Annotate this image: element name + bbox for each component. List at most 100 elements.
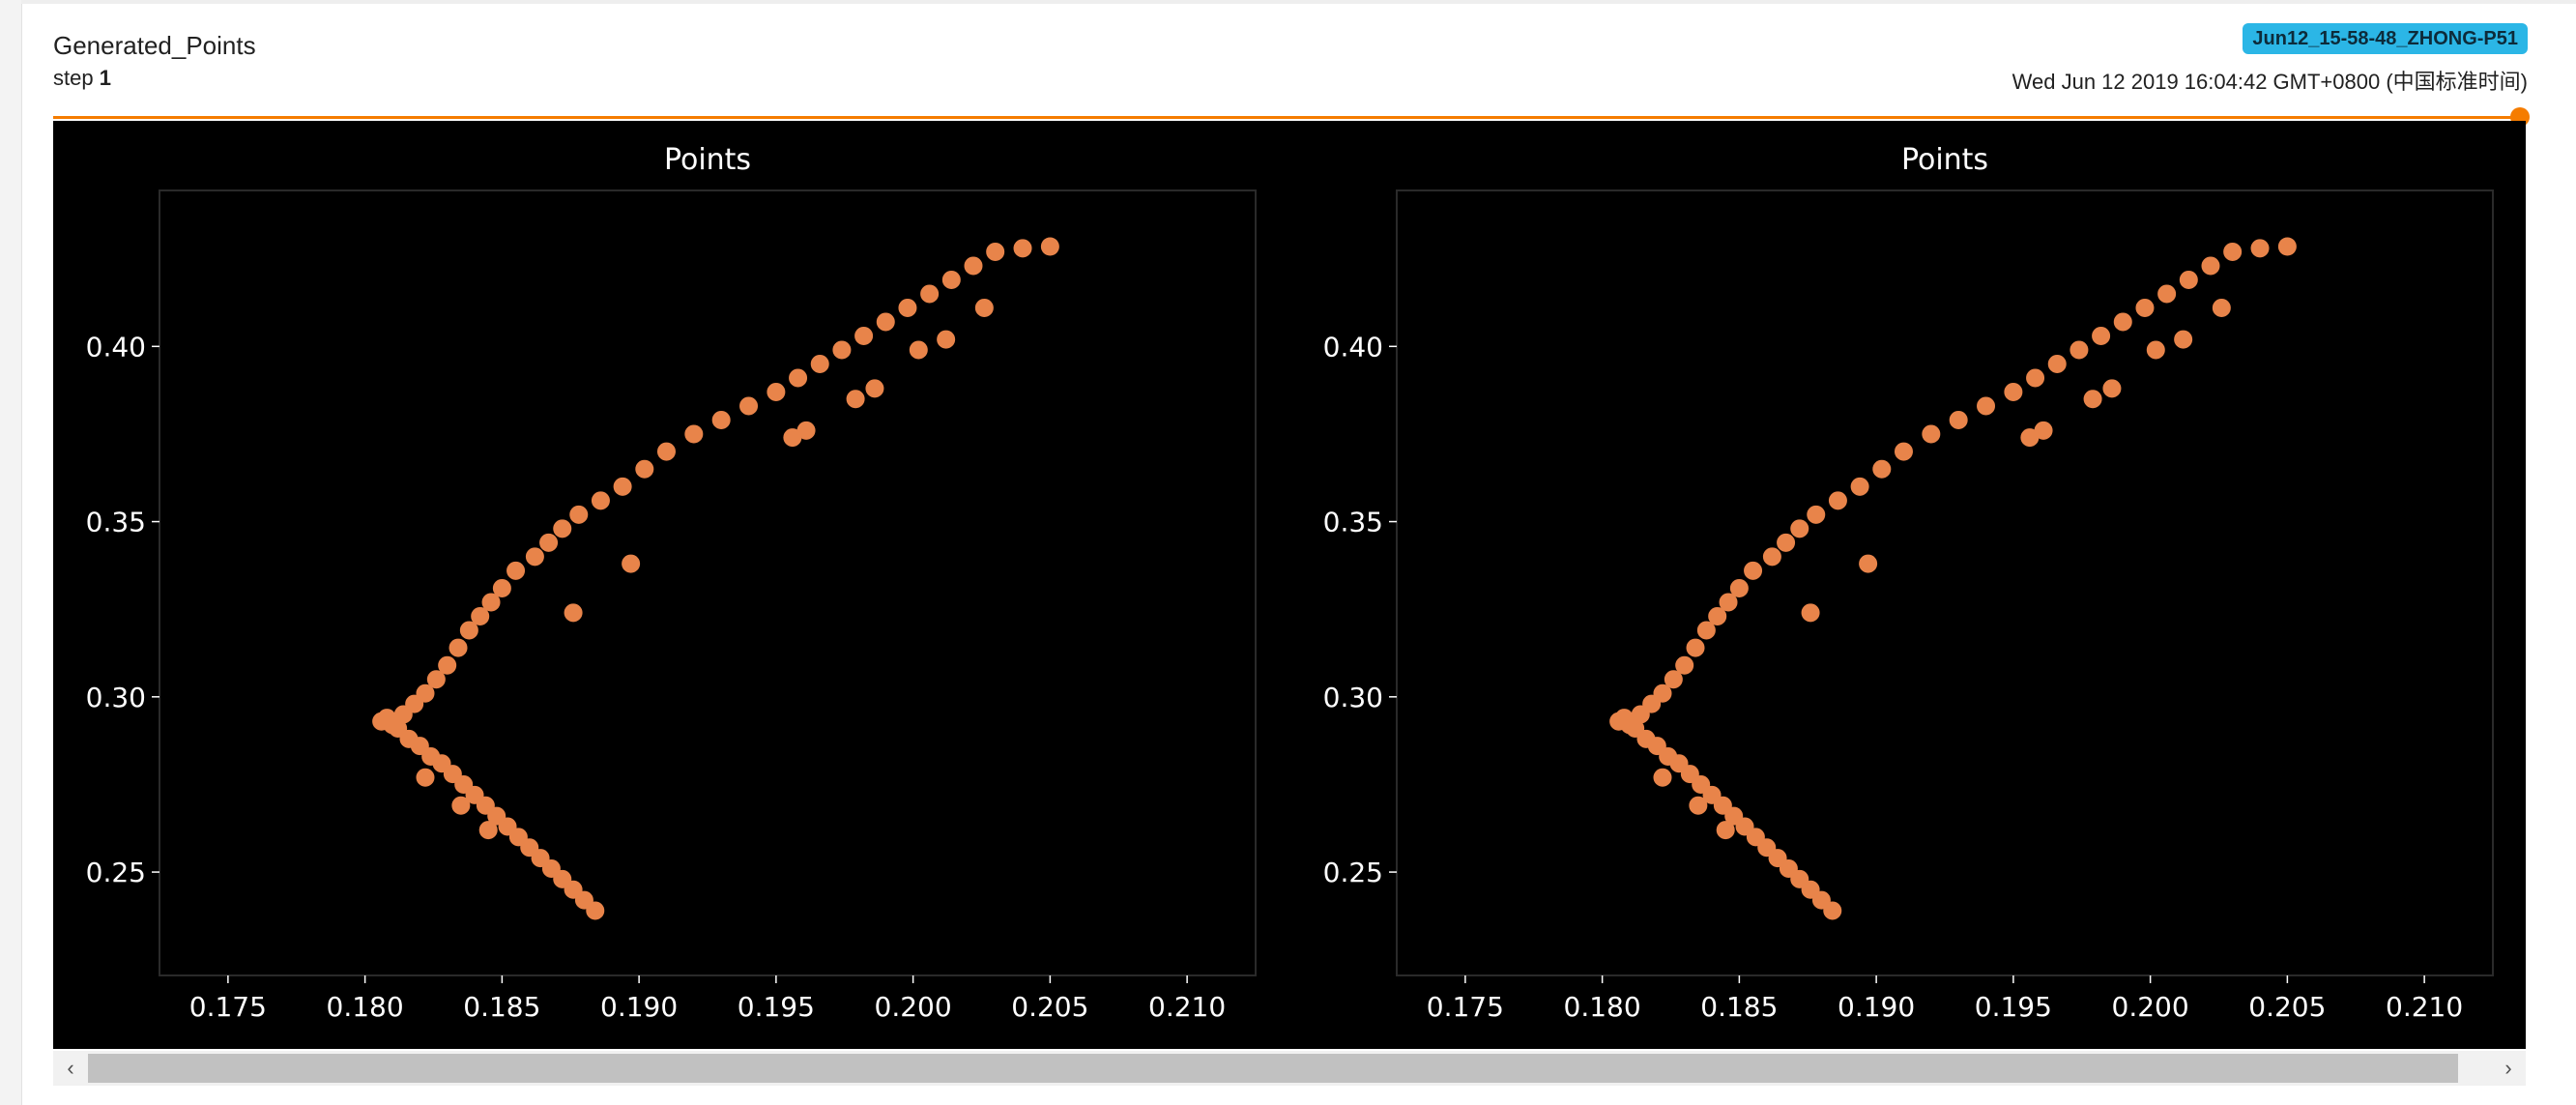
data-point [622,554,641,573]
data-point [832,340,852,360]
data-point [1872,459,1892,479]
chart-title: Points [664,143,751,177]
x-tick-label: 0.195 [738,991,815,1023]
x-tick-label: 0.175 [1427,991,1504,1023]
data-point [2102,379,2122,398]
x-tick-label: 0.205 [1011,991,1088,1023]
data-point [2069,340,2089,360]
chevron-right-icon[interactable]: › [2504,1056,2512,1080]
data-point [2223,242,2243,261]
timestamp: Wed Jun 12 2019 16:04:42 GMT+0800 (中国标准时… [2012,70,2528,94]
data-point [1696,621,1716,640]
chevron-left-icon[interactable]: ‹ [67,1056,74,1080]
y-tick-label: 0.35 [1323,507,1383,538]
data-point [1807,505,1826,524]
data-point [898,298,917,317]
data-point [2047,354,2067,373]
data-point [569,505,589,524]
x-tick-label: 0.190 [1838,991,1915,1023]
data-point [564,603,583,623]
image-frame: Points 0.175 0.180 0.185 0.190 0.195 0.200 0.20… [53,121,2526,1049]
data-point [810,354,829,373]
top-divider [21,0,2576,4]
data-point [2212,298,2231,317]
plot-frame [159,189,1257,976]
data-point [1949,410,1968,429]
y-tick-label: 0.25 [86,857,146,888]
data-point [1708,606,1727,625]
data-point [1686,638,1705,657]
data-point [2179,270,2198,289]
data-point [416,683,435,703]
data-point [964,256,983,276]
x-tick-label: 0.210 [1148,991,1226,1023]
x-tick-label: 0.190 [600,991,678,1023]
data-point [1689,796,1708,815]
data-point [1922,424,1941,444]
chart-title: Points [1901,143,1988,177]
data-point [767,382,786,401]
data-point [1801,603,1820,623]
data-point [1729,578,1749,597]
x-tick-label: 0.195 [1975,991,2052,1023]
data-point [1675,655,1694,675]
data-point [876,312,895,332]
data-point [941,270,961,289]
step-label: step 1 [53,66,111,91]
y-tick-label: 0.30 [1323,682,1383,713]
data-point [1828,491,1847,510]
data-point [1013,239,1032,258]
data-point [1716,821,1735,840]
data-point [2146,340,2165,360]
data-point [416,768,435,787]
data-point [684,424,704,444]
data-point [1777,533,1796,552]
data-point [2135,298,2155,317]
x-tick-label: 0.205 [2248,991,2326,1023]
data-point [449,638,468,657]
horizontal-scrollbar[interactable]: ‹ › [53,1051,2526,1086]
y-tick-label: 0.25 [1323,857,1383,888]
data-point [553,519,572,538]
data-point [2250,239,2270,258]
data-point [1664,670,1683,689]
data-point [2020,428,2040,448]
data-point [2026,368,2045,388]
data-point [1719,593,1738,612]
scatter-plots: Points 0.175 0.180 0.185 0.190 0.195 0.200 0.20… [86,143,2494,1023]
scroll-thumb[interactable] [88,1054,2458,1083]
data-point [865,379,884,398]
x-tick-label: 0.185 [463,991,540,1023]
data-point [739,396,759,416]
data-point [656,442,676,461]
x-tick-label: 0.185 [1700,991,1778,1023]
data-point [2092,326,2111,345]
data-point [2034,421,2053,440]
y-tick-label: 0.40 [86,331,146,363]
data-point [796,421,816,440]
data-point [478,821,498,840]
data-point [591,491,610,510]
data-point [438,655,457,675]
data-point [2157,284,2177,304]
data-point [920,284,940,304]
step-text: step [53,66,94,90]
data-point [451,796,471,815]
data-point [974,298,994,317]
x-tick-label: 0.200 [2112,991,2189,1023]
data-point [986,242,1005,261]
data-point [459,621,478,640]
data-point [1859,554,1878,573]
data-point [2083,390,2102,409]
data-point [426,670,446,689]
data-point [481,593,501,612]
data-point [1744,561,1763,580]
left-gutter [0,0,22,1105]
slider-track[interactable] [53,116,2526,119]
data-point [471,606,490,625]
data-point [2174,330,2193,349]
tag-title: Generated_Points [53,31,256,60]
data-point [1040,237,1059,256]
data-point [854,326,874,345]
data-point [2201,256,2220,276]
